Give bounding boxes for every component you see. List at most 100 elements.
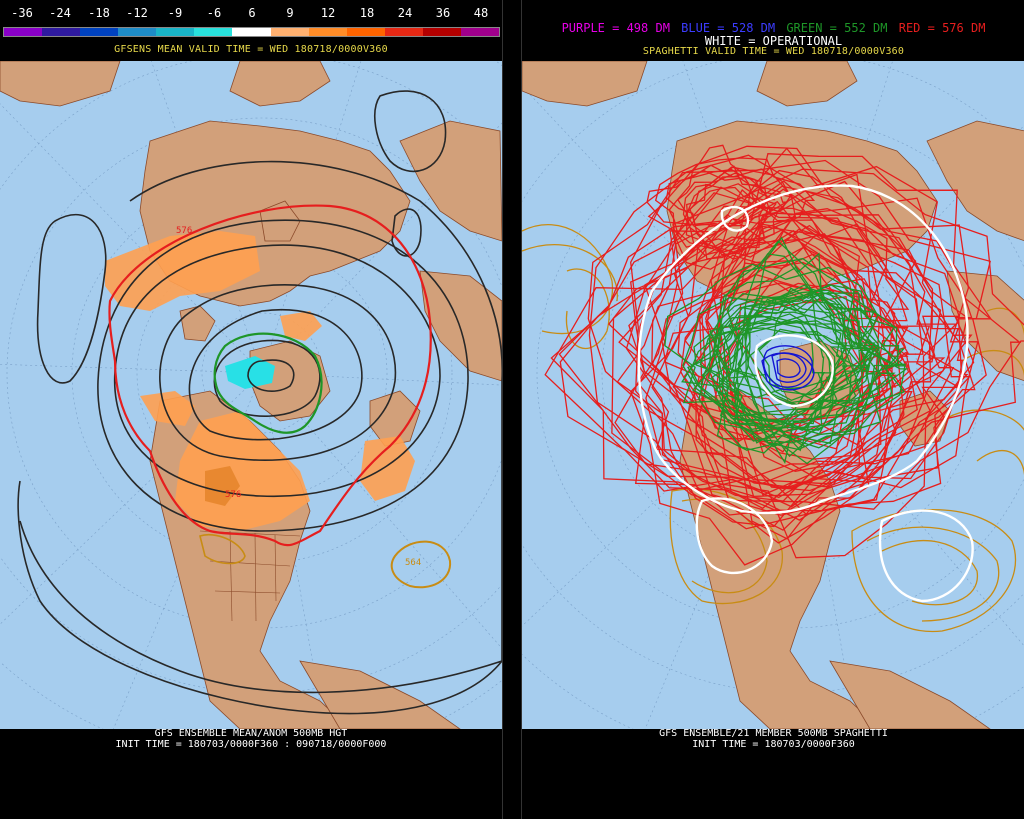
legend-label: -12 — [126, 6, 148, 20]
spaghetti-init-time: INIT TIME = 180703/0000F360 — [692, 739, 855, 750]
spaghetti-line — [682, 165, 769, 260]
contour-label: 564 — [405, 558, 421, 568]
spaghetti-line — [616, 274, 932, 498]
contour-label: 576 — [225, 490, 241, 500]
spaghetti-line — [721, 284, 900, 407]
land — [0, 61, 502, 729]
blue-spaghetti-lines — [761, 345, 815, 391]
spaghetti-line — [721, 282, 906, 472]
spaghetti-line — [701, 286, 883, 465]
mean-map-svg: 576 576 564 — [0, 61, 502, 729]
gold-contour — [390, 540, 452, 589]
mean-product-title: GFS ENSEMBLE MEAN/ANOM 500MB HGT — [154, 728, 348, 739]
spaghetti-line — [588, 154, 973, 530]
red-576-contour — [108, 204, 432, 547]
spaghetti-line — [651, 188, 872, 453]
spaghetti-line — [638, 282, 888, 502]
legend-swatch — [308, 28, 347, 36]
spaghetti-line — [668, 172, 792, 250]
legend-label: 6 — [248, 6, 256, 20]
legend-swatch — [156, 28, 195, 36]
spaghetti-line — [719, 328, 862, 431]
legend-swatch — [118, 28, 157, 36]
spaghetti-line — [651, 298, 962, 485]
spaghetti-valid-time-title: SPAGHETTI VALID TIME = WED 180718/0000V3… — [642, 46, 905, 57]
spaghetti-panel: PURPLE = 498 DM BLUE = 528 DM GREEN = 55… — [521, 0, 1024, 819]
spaghetti-line — [690, 315, 909, 428]
spaghetti-line — [698, 299, 876, 448]
legend-swatch — [232, 28, 271, 36]
legend-label: 24 — [397, 6, 413, 20]
spaghetti-line — [683, 228, 971, 521]
spaghetti-line — [629, 212, 960, 443]
legend-swatch — [346, 28, 385, 36]
legend-labels: -36 -24 -18 -12 -9 -6 6 9 12 18 24 36 48 — [3, 5, 500, 22]
legend-label: 18 — [359, 6, 375, 20]
mean-valid-time-title: GFSENS MEAN VALID TIME = WED 180718/0000… — [114, 44, 388, 55]
spaghetti-color-key: PURPLE = 498 DM BLUE = 528 DM GREEN = 55… — [522, 21, 1024, 35]
legend-label: 12 — [320, 6, 336, 20]
red-key: RED = 576 DM — [898, 21, 986, 35]
spaghetti-line — [682, 284, 898, 448]
legend-swatch — [384, 28, 423, 36]
negative-anomaly-shading — [225, 356, 275, 389]
spaghetti-line — [737, 289, 906, 451]
legend-swatch — [460, 28, 500, 36]
spaghetti-line — [647, 164, 797, 270]
legend-label: 48 — [473, 6, 489, 20]
legend-swatch — [42, 28, 81, 36]
spaghetti-line — [744, 287, 862, 458]
legend-swatch — [270, 28, 309, 36]
legend-swatch — [4, 28, 43, 36]
spaghetti-line — [550, 180, 946, 531]
legend-label: -6 — [206, 6, 222, 20]
contour-label: 576 — [176, 226, 192, 236]
legend-label: 9 — [286, 6, 294, 20]
legend-swatch — [422, 28, 461, 36]
spaghetti-map — [522, 61, 1024, 729]
green-key: GREEN = 552 DM — [786, 21, 888, 35]
spaghetti-line — [672, 277, 897, 492]
blue-key: BLUE = 528 DM — [681, 21, 776, 35]
spaghetti-line — [625, 166, 881, 528]
strong-positive-anomaly — [205, 466, 240, 506]
spaghetti-line — [644, 185, 979, 490]
anomaly-color-legend: -36 -24 -18 -12 -9 -6 6 9 12 18 24 36 48 — [3, 5, 500, 37]
panel-separator — [502, 0, 521, 819]
spaghetti-line — [692, 313, 866, 418]
mean-height-contours — [17, 90, 502, 715]
gold-contour-small — [199, 534, 246, 565]
legend-label: -24 — [49, 6, 71, 20]
legend-color-bar — [3, 27, 500, 37]
ensemble-mean-map: 576 576 564 — [0, 61, 502, 729]
operational-key: WHITE = OPERATIONAL — [704, 34, 843, 48]
spaghetti-line — [689, 186, 769, 260]
spaghetti-line — [727, 240, 853, 452]
spaghetti-line — [687, 314, 879, 422]
spaghetti-line — [696, 190, 975, 446]
positive-anomaly-shading — [105, 231, 415, 531]
spaghetti-line — [733, 253, 825, 464]
spaghetti-line — [661, 168, 1024, 510]
spaghetti-map-svg — [522, 61, 1024, 729]
spaghetti-line — [630, 145, 917, 491]
spaghetti-line — [713, 266, 859, 423]
spaghetti-line — [654, 157, 816, 249]
purple-key: PURPLE = 498 DM — [561, 21, 670, 35]
legend-swatch — [80, 28, 119, 36]
spaghetti-line — [706, 217, 908, 426]
legend-swatch — [194, 28, 233, 36]
spaghetti-line — [667, 168, 776, 227]
spaghetti-product-title: GFS ENSEMBLE/21 MEMBER 500MB SPAGHETTI — [659, 728, 888, 739]
mean-init-time: INIT TIME = 180703/0000F360 : 090718/000… — [115, 739, 387, 750]
green-552-contour — [213, 332, 323, 434]
legend-label: 36 — [435, 6, 451, 20]
spaghetti-line — [618, 192, 1022, 516]
legend-label: -36 — [11, 6, 33, 20]
spaghetti-line — [734, 308, 896, 444]
spaghetti-line — [726, 208, 910, 406]
legend-label: -18 — [88, 6, 110, 20]
spaghetti-line — [686, 183, 777, 254]
ensemble-mean-panel: -36 -24 -18 -12 -9 -6 6 9 12 18 24 36 48… — [0, 0, 503, 819]
white-operational-lines — [637, 184, 974, 603]
